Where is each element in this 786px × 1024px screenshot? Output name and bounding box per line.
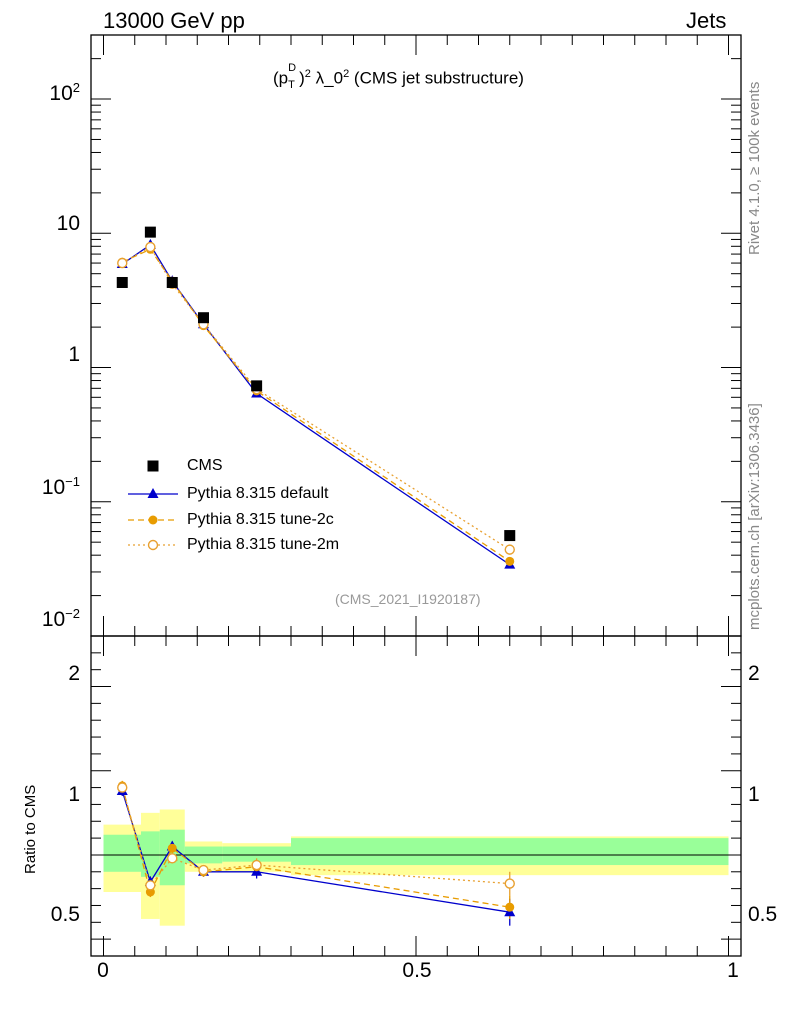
ratio-point-tune2m-1 [145, 880, 156, 891]
ratio-line-tune2m [121, 787, 510, 887]
header-energy: 13000 GeV pp [103, 8, 245, 33]
ratio-band-inner-5 [291, 838, 729, 866]
ytick-label-ratio-right-0: 0.5 [748, 903, 778, 926]
ratio-line-default [121, 790, 510, 913]
main-line-tune2c [121, 248, 511, 562]
title-sup-d: D [288, 61, 297, 74]
ratio-panel-frame [90, 635, 742, 957]
main-point-cms-4 [251, 380, 263, 392]
ratio-point-tune2m-3 [198, 864, 209, 876]
ytick-label-main-1: 10−1 [41, 474, 80, 499]
legend-marker-default [147, 488, 159, 498]
ratio-point-tune2c-5 [505, 902, 515, 912]
title-sup-2a: 2 [304, 68, 311, 80]
ratio-point-tune2c-2 [167, 843, 177, 853]
ytick-label-ratio-1: 1 [68, 783, 80, 806]
ratio-line-tune2c [121, 785, 510, 908]
title-lambda: λ_0 [310, 68, 344, 88]
ytick-label-main-2: 1 [68, 343, 80, 366]
ytick-label-ratio-2: 2 [68, 662, 80, 685]
main-point-tune2m-5 [504, 544, 515, 555]
ytick-label-main-0: 10−2 [41, 606, 80, 631]
ratio-point-tune2m-4 [251, 859, 262, 871]
legend-tune2c: Pythia 8.315 tune-2c [187, 511, 334, 528]
xtick-label-1: 0.5 [402, 959, 432, 982]
ratio-band-inner-4 [222, 846, 291, 862]
main-point-cms-5 [504, 530, 516, 542]
header-jets: Jets [686, 8, 727, 33]
xtick-label-0: 0 [97, 959, 109, 982]
legend-default: Pythia 8.315 default [187, 485, 329, 502]
legend-marker-tune2c [148, 515, 158, 525]
ratio-point-tune2m-2 [167, 853, 178, 864]
title-tail: (CMS jet substructure) [349, 68, 524, 88]
ratio-point-tune2m-5 [504, 878, 515, 889]
title-base: (p [273, 68, 289, 88]
main-line-tune2m [121, 246, 511, 551]
main-point-tune2m-0 [117, 257, 128, 269]
ytick-label-ratio-right-2: 2 [748, 662, 760, 685]
legend-tune2m: Pythia 8.315 tune-2m [187, 536, 340, 553]
main-point-cms-1 [144, 226, 156, 238]
title-sub-t: T [288, 78, 295, 91]
xtick-label-2: 1 [727, 959, 739, 982]
ytick-label-ratio-right-1: 1 [748, 783, 760, 806]
title-sup-2b: 2 [343, 68, 350, 80]
ytick-label-main-4: 102 [49, 80, 80, 105]
main-point-cms-2 [166, 276, 178, 288]
rivet-label: Rivet 4.1.0, ≥ 100k events [746, 81, 763, 255]
ytick-label-ratio-0: 0.5 [50, 903, 80, 926]
ratio-ylabel: Ratio to CMS [22, 784, 39, 874]
ytick-label-main-3: 10 [56, 212, 80, 235]
analysis-id: (CMS_2021_I1920187) [335, 591, 481, 607]
plot-title: (p D T)2 λ_02 (CMS jet substructure) [273, 61, 524, 91]
ratio-band-inner-1 [141, 831, 160, 877]
legend-marker-cms [147, 460, 159, 472]
ratio-band-inner-0 [103, 834, 141, 872]
main-point-cms-3 [198, 312, 209, 324]
legend-cms: CMS [187, 457, 223, 474]
main-point-tune2c-5 [505, 556, 515, 566]
main-point-cms-0 [116, 276, 128, 288]
legend-marker-tune2m [147, 539, 159, 551]
mcplots-label: mcplots.cern.ch [arXiv:1306.3436] [746, 403, 763, 630]
main-point-tune2m-1 [145, 241, 156, 253]
ratio-point-tune2m-0 [117, 782, 128, 793]
